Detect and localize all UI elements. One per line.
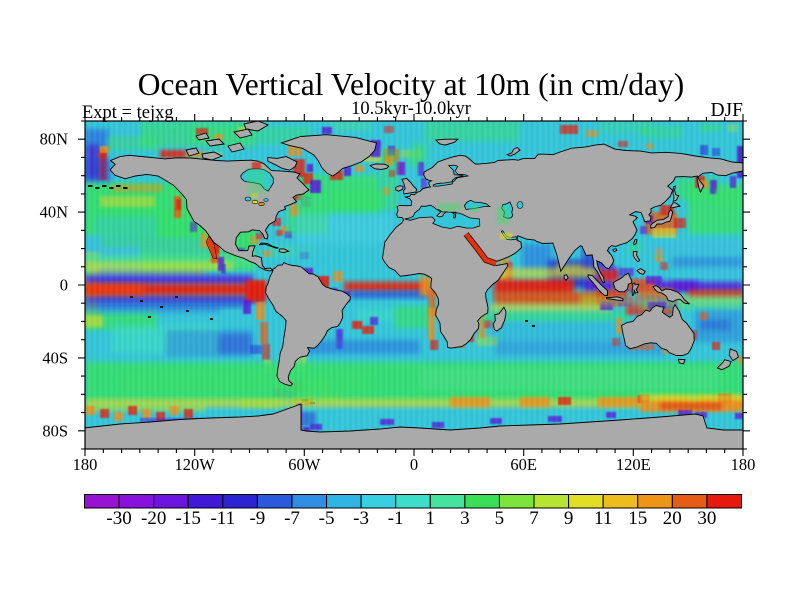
svg-text:9: 9 — [564, 508, 574, 529]
svg-text:30: 30 — [697, 508, 716, 529]
svg-text:0: 0 — [410, 455, 418, 474]
svg-text:DJF: DJF — [710, 100, 743, 121]
svg-text:1: 1 — [426, 508, 436, 529]
svg-text:180: 180 — [731, 455, 756, 474]
svg-text:Ocean Vertical Velocity at 10m: Ocean Vertical Velocity at 10m (in cm/da… — [138, 67, 684, 102]
svg-text:-1: -1 — [388, 508, 404, 529]
svg-text:40N: 40N — [40, 203, 69, 222]
svg-text:-9: -9 — [249, 508, 265, 529]
svg-text:0: 0 — [60, 276, 68, 295]
svg-text:-5: -5 — [319, 508, 335, 529]
svg-text:180: 180 — [73, 455, 98, 474]
svg-text:-11: -11 — [210, 508, 235, 529]
svg-text:80S: 80S — [42, 421, 68, 440]
svg-text:10.5kyr-10.0kyr: 10.5kyr-10.0kyr — [351, 99, 471, 119]
svg-text:60E: 60E — [510, 455, 537, 474]
svg-text:60W: 60W — [288, 455, 321, 474]
svg-text:-15: -15 — [176, 508, 201, 529]
svg-text:20: 20 — [663, 508, 682, 529]
svg-text:-30: -30 — [106, 508, 131, 529]
svg-text:40S: 40S — [42, 348, 68, 367]
svg-text:11: 11 — [594, 508, 612, 529]
svg-text:-7: -7 — [284, 508, 300, 529]
svg-text:3: 3 — [460, 508, 470, 529]
svg-text:-3: -3 — [353, 508, 369, 529]
svg-text:5: 5 — [495, 508, 505, 529]
svg-text:120W: 120W — [175, 455, 216, 474]
svg-text:80N: 80N — [40, 130, 69, 149]
svg-text:120E: 120E — [616, 455, 651, 474]
svg-text:Expt = tejxg: Expt = tejxg — [82, 103, 174, 123]
svg-text:7: 7 — [529, 508, 539, 529]
svg-text:-20: -20 — [141, 508, 166, 529]
svg-text:15: 15 — [628, 508, 647, 529]
